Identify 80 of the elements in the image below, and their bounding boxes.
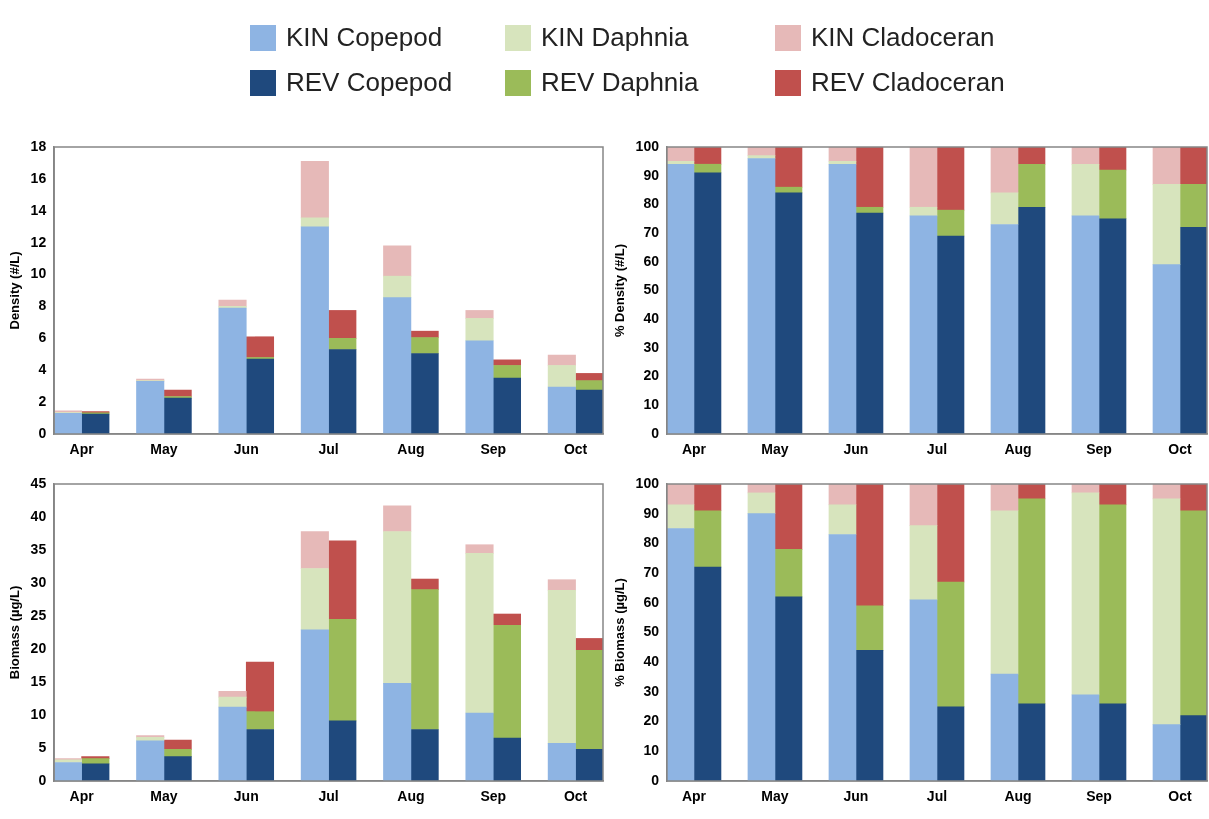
y-tick-label: 10 <box>643 742 660 759</box>
y-tick-label: 50 <box>643 623 660 640</box>
legend-label: KIN Cladoceran <box>811 22 995 53</box>
y-tick-label: 16 <box>30 169 47 186</box>
y-axis-title: Biomass (µg/L) <box>7 585 23 680</box>
y-tick-label: 40 <box>30 507 47 524</box>
y-tick-label: 10 <box>643 396 660 413</box>
x-tick-label: Jul <box>926 440 948 457</box>
y-tick-label: 20 <box>643 367 660 384</box>
x-tick-label: May <box>150 787 178 804</box>
y-tick-label: 25 <box>30 606 47 623</box>
y-tick-label: 45 <box>30 474 47 491</box>
x-tick-label: May <box>761 787 789 804</box>
x-tick-label: Jul <box>926 787 948 804</box>
y-tick-label: 18 <box>30 137 47 154</box>
legend-label: REV Copepod <box>286 67 453 98</box>
y-tick-label: 30 <box>643 682 660 699</box>
y-tick-label: 35 <box>30 540 47 557</box>
y-axis-title: Density (#/L) <box>7 251 23 330</box>
legend-label: KIN Daphnia <box>541 22 689 53</box>
y-tick-label: 90 <box>643 166 660 183</box>
y-tick-label: 30 <box>30 573 47 590</box>
y-tick-label: 4 <box>38 361 47 378</box>
x-tick-label: Jul <box>318 440 339 457</box>
x-tick-label: Sep <box>1086 787 1112 804</box>
x-tick-label: Jun <box>233 440 259 457</box>
x-tick-label: May <box>150 440 178 457</box>
x-tick-label: Jun <box>233 787 259 804</box>
y-tick-label: 0 <box>38 424 47 441</box>
x-tick-label: Oct <box>1168 787 1192 804</box>
x-tick-label: Oct <box>1168 440 1192 457</box>
x-tick-label: May <box>761 440 789 457</box>
y-tick-label: 2 <box>38 392 47 409</box>
y-tick-label: 60 <box>643 252 660 269</box>
y-tick-label: 5 <box>38 738 47 755</box>
y-tick-label: 0 <box>651 771 660 788</box>
x-tick-label: Sep <box>1086 440 1112 457</box>
x-tick-label: Apr <box>69 440 95 457</box>
x-tick-label: Oct <box>563 787 588 804</box>
y-tick-label: 10 <box>30 265 47 282</box>
y-tick-label: 80 <box>643 195 660 212</box>
y-tick-label: 70 <box>643 563 660 580</box>
y-tick-label: 40 <box>643 310 660 327</box>
x-tick-label: Aug <box>1004 440 1032 457</box>
y-tick-label: 60 <box>643 593 660 610</box>
y-tick-label: 30 <box>643 338 660 355</box>
y-tick-label: 100 <box>635 137 660 154</box>
y-tick-label: 40 <box>643 653 660 670</box>
y-tick-label: 10 <box>30 705 47 722</box>
y-tick-label: 8 <box>38 297 47 314</box>
y-tick-label: 14 <box>30 201 47 218</box>
x-tick-label: Sep <box>480 787 507 804</box>
y-tick-label: 15 <box>30 672 47 689</box>
y-tick-label: 20 <box>30 639 47 656</box>
x-tick-label: Aug <box>1004 787 1032 804</box>
legend-label: KIN Copepod <box>286 22 443 53</box>
y-axis-title: % Density (#/L) <box>612 243 628 338</box>
y-tick-label: 50 <box>643 281 660 298</box>
x-tick-label: Jun <box>843 440 869 457</box>
y-tick-label: 20 <box>643 712 660 729</box>
legend-label: REV Cladoceran <box>811 67 1005 98</box>
y-tick-label: 12 <box>30 233 47 250</box>
x-tick-label: Apr <box>681 440 707 457</box>
x-tick-label: Aug <box>397 440 425 457</box>
y-axis-title: % Biomass (µg/L) <box>612 578 628 687</box>
y-tick-label: 100 <box>635 474 660 491</box>
y-tick-label: 80 <box>643 534 660 551</box>
y-tick-label: 0 <box>651 424 660 441</box>
x-tick-label: Sep <box>480 440 507 457</box>
y-tick-label: 6 <box>38 329 47 346</box>
x-tick-label: Oct <box>563 440 588 457</box>
legend-label: REV Daphnia <box>541 67 699 98</box>
x-tick-label: Apr <box>69 787 95 804</box>
x-tick-label: Aug <box>397 787 425 804</box>
y-tick-label: 90 <box>643 504 660 521</box>
y-tick-label: 70 <box>643 223 660 240</box>
x-tick-label: Apr <box>681 787 707 804</box>
x-tick-label: Jun <box>843 787 869 804</box>
y-tick-label: 0 <box>38 771 47 788</box>
x-tick-label: Jul <box>318 787 339 804</box>
